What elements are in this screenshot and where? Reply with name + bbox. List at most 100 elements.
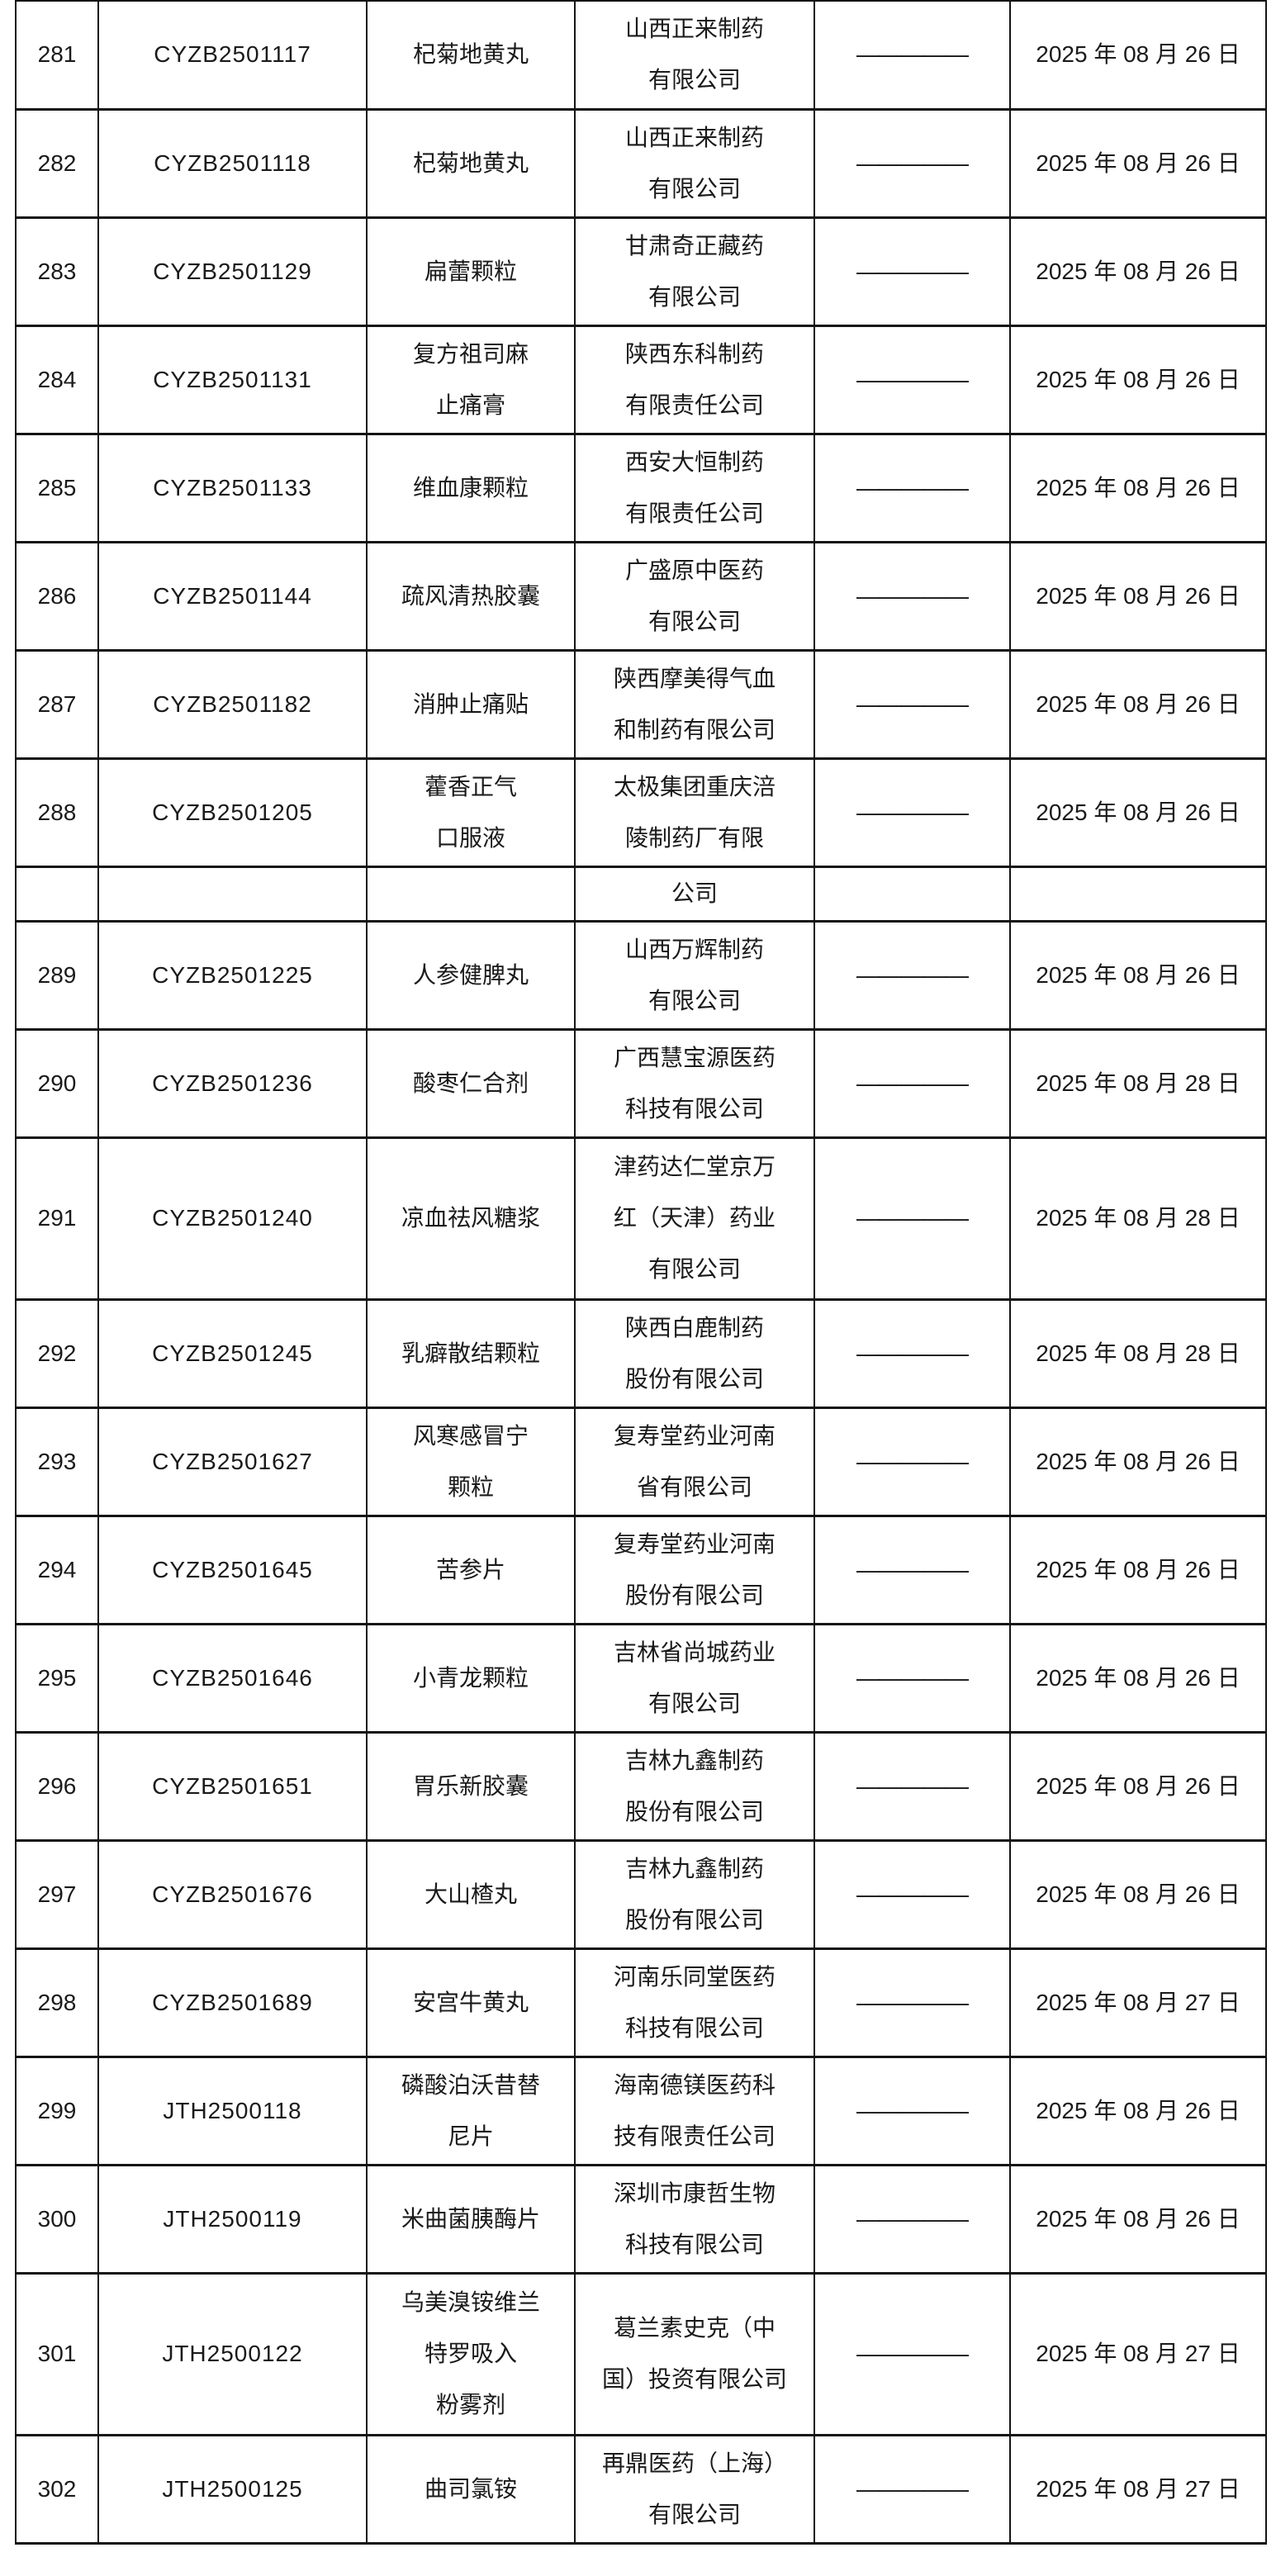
- drug-name-cell: 米曲菌胰酶片: [366, 2163, 576, 2275]
- cell-text-line: 风寒感冒宁: [412, 1422, 529, 1449]
- drug-name-cell: 杞菊地黄丸: [366, 0, 576, 111]
- date-cell: 2025 年 08 月 26 日: [1009, 1838, 1267, 1950]
- dash-cell: —————: [814, 2271, 1011, 2436]
- dash-mark: —————: [856, 799, 969, 825]
- cell-text-line: 尼片: [447, 2123, 494, 2149]
- dash-cell: —————: [814, 1622, 1011, 1734]
- drug-name-cell: [366, 865, 576, 923]
- table-row: 300 JTH2500119 米曲菌胰酶片 深圳市康哲生物 科技有限公司 ————…: [15, 2163, 1267, 2275]
- cell-text-line: 有限责任公司: [624, 500, 764, 526]
- cell-text-line: 口服液: [435, 824, 505, 851]
- cell-text-line: 山西正来制药: [624, 16, 764, 42]
- table-row: 295 CYZB2501646 小青龙颗粒 吉林省尚城药业 有限公司 ————— …: [15, 1622, 1267, 1734]
- cell-text-line: 杞菊地黄丸: [412, 41, 529, 68]
- registration-number-cell: CYZB2501646: [97, 1622, 368, 1734]
- row-number-cell: 295: [15, 1622, 99, 1734]
- cell-text-line: 大山楂丸: [424, 1881, 517, 1907]
- cell-text-line: 股份有限公司: [624, 1365, 764, 1392]
- dash-mark: —————: [856, 1070, 969, 1096]
- cell-text-line: 有限责任公司: [624, 391, 764, 418]
- registration-number-cell: CYZB2501129: [97, 216, 368, 327]
- table-row: 298 CYZB2501689 安宫牛黄丸 河南乐同堂医药 科技有限公司 ————…: [15, 1947, 1267, 2058]
- dash-mark: —————: [856, 2341, 969, 2366]
- date-cell: 2025 年 08 月 28 日: [1009, 1297, 1267, 1409]
- dash-mark: —————: [856, 258, 969, 284]
- date-cell: 2025 年 08 月 26 日: [1009, 1622, 1267, 1734]
- registration-number-cell: CYZB2501182: [97, 648, 368, 760]
- date-cell: 2025 年 08 月 26 日: [1009, 432, 1267, 543]
- cell-text-line: 陵制药厂有限: [624, 824, 764, 851]
- cell-text-line: 人参健脾丸: [412, 961, 529, 988]
- cell-text-line: 曲司氯铵: [424, 2475, 517, 2502]
- cell-text-line: 小青龙颗粒: [412, 1664, 529, 1691]
- table-body: 281 CYZB2501117 杞菊地黄丸 山西正来制药 有限公司 ————— 2…: [15, 0, 1267, 2545]
- company-name-cell: 山西万辉制药 有限公司: [574, 919, 815, 1031]
- cell-text-line: 胃乐新胶囊: [412, 1772, 529, 1799]
- cell-text-line: 复寿堂药业河南: [613, 1530, 776, 1557]
- cell-text-line: 藿香正气: [424, 773, 517, 799]
- cell-text-line: 有限公司: [647, 1256, 741, 1282]
- company-name-cell: 公司: [574, 865, 815, 923]
- drug-name-cell: 酸枣仁合剂: [366, 1027, 576, 1139]
- date-cell: 2025 年 08 月 26 日: [1009, 216, 1267, 327]
- cell-text-line: 公司: [671, 880, 718, 906]
- row-number-cell: 298: [15, 1947, 99, 2058]
- company-name-cell: 河南乐同堂医药 科技有限公司: [574, 1947, 815, 2058]
- cell-text-line: 有限公司: [647, 67, 741, 93]
- date-cell: 2025 年 08 月 28 日: [1009, 1136, 1267, 1301]
- company-name-cell: 津药达仁堂京万 红（天津）药业 有限公司: [574, 1136, 815, 1301]
- drug-name-cell: 乌美溴铵维兰 特罗吸入 粉雾剂: [366, 2271, 576, 2436]
- cell-text-line: 米曲菌胰酶片: [401, 2205, 540, 2232]
- dash-mark: —————: [856, 1205, 969, 1231]
- drug-approval-table: 281 CYZB2501117 杞菊地黄丸 山西正来制药 有限公司 ————— 2…: [15, 0, 1267, 2545]
- cell-text-line: 有限公司: [647, 1690, 741, 1716]
- dash-mark: —————: [856, 2097, 969, 2123]
- registration-number-cell: CYZB2501645: [97, 1514, 368, 1625]
- dash-cell: —————: [814, 432, 1011, 543]
- table-row: 302 JTH2500125 曲司氯铵 再鼎医药（上海） 有限公司 ————— 2…: [15, 2433, 1267, 2545]
- dash-mark: —————: [856, 1881, 969, 1907]
- row-number-cell: 291: [15, 1136, 99, 1301]
- registration-number-cell: CYZB2501689: [97, 1947, 368, 2058]
- company-name-cell: 海南德镁医药科 技有限责任公司: [574, 2055, 815, 2166]
- cell-text-line: 复方祖司麻: [412, 340, 529, 367]
- company-name-cell: 葛兰素史克（中 国）投资有限公司: [574, 2271, 815, 2436]
- cell-text-line: 有限公司: [647, 283, 741, 310]
- company-name-cell: 深圳市康哲生物 科技有限公司: [574, 2163, 815, 2275]
- date-cell: 2025 年 08 月 26 日: [1009, 0, 1267, 111]
- drug-name-cell: 安宫牛黄丸: [366, 1947, 576, 2058]
- registration-number-cell: CYZB2501676: [97, 1838, 368, 1950]
- cell-text-line: 陕西东科制药: [624, 340, 764, 367]
- cell-text-line: 吉林九鑫制药: [624, 1747, 764, 1773]
- cell-text-line: 红（天津）药业: [613, 1205, 776, 1231]
- drug-name-cell: 杞菊地黄丸: [366, 107, 576, 219]
- registration-number-cell: CYZB2501131: [97, 324, 368, 435]
- dash-mark: —————: [856, 1664, 969, 1691]
- registration-number-cell: JTH2500122: [97, 2271, 368, 2436]
- cell-text-line: 乳癖散结颗粒: [401, 1340, 540, 1366]
- dash-mark: —————: [856, 41, 969, 68]
- row-number-cell: 296: [15, 1730, 99, 1842]
- drug-approval-table-container: 281 CYZB2501117 杞菊地黄丸 山西正来制药 有限公司 ————— 2…: [15, 0, 1267, 2545]
- cell-text-line: 特罗吸入: [424, 2341, 517, 2366]
- dash-cell: —————: [814, 919, 1011, 1031]
- row-number-cell: 290: [15, 1027, 99, 1139]
- registration-number-cell: JTH2500125: [97, 2433, 368, 2545]
- registration-number-cell: CYZB2501117: [97, 0, 368, 111]
- dash-mark: —————: [856, 1448, 969, 1474]
- date-cell: 2025 年 08 月 27 日: [1009, 1947, 1267, 2058]
- cell-text-line: 疏风清热胶囊: [401, 582, 540, 609]
- date-cell: 2025 年 08 月 26 日: [1009, 2163, 1267, 2275]
- dash-cell: —————: [814, 757, 1011, 868]
- row-number-cell: 288: [15, 757, 99, 868]
- dash-cell: —————: [814, 107, 1011, 219]
- cell-text-line: 股份有限公司: [624, 1798, 764, 1824]
- date-cell: 2025 年 08 月 27 日: [1009, 2433, 1267, 2545]
- date-cell: 2025 年 08 月 26 日: [1009, 324, 1267, 435]
- table-row: 299 JTH2500118 磷酸泊沃昔替 尼片 海南德镁医药科 技有限责任公司 —…: [15, 2055, 1267, 2166]
- row-number-cell: 297: [15, 1838, 99, 1950]
- dash-cell: —————: [814, 0, 1011, 111]
- row-number-cell: 286: [15, 540, 99, 652]
- dash-cell: [814, 865, 1011, 923]
- dash-cell: —————: [814, 1947, 1011, 2058]
